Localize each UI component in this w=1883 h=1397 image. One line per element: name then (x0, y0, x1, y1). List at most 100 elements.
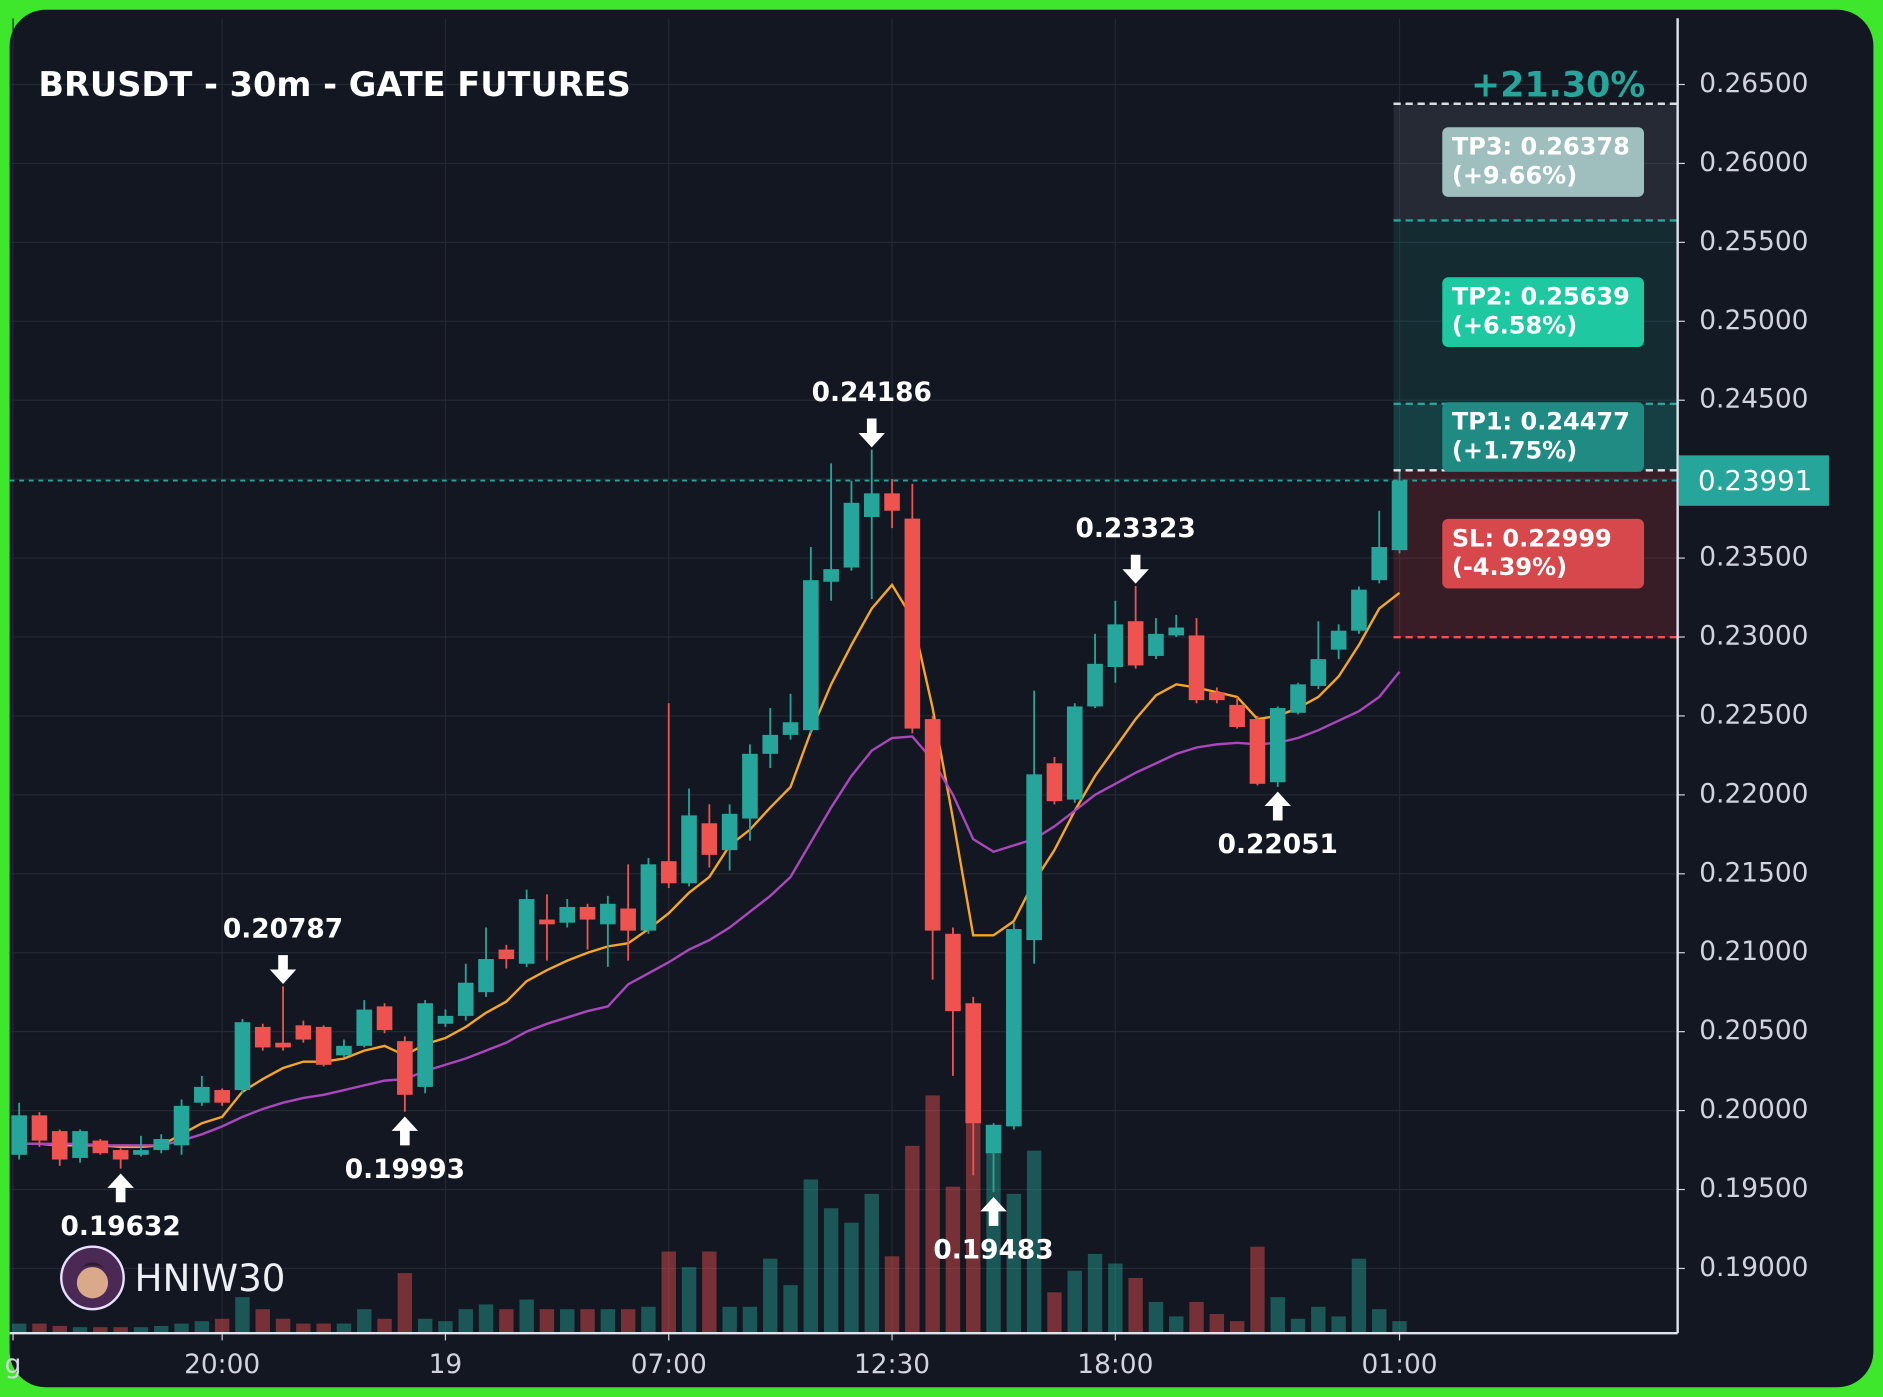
candle-body (275, 1042, 291, 1048)
candle-body (1026, 774, 1042, 941)
candle-body (518, 899, 535, 964)
y-tick-label: 0.19500 (1699, 1173, 1808, 1204)
low-label: 0.19632 (61, 1211, 181, 1242)
x-tick-label: g (5, 1349, 22, 1380)
candle-body (1269, 708, 1286, 783)
ema-line (19, 670, 1401, 1147)
y-tick-label: 0.19000 (1699, 1252, 1808, 1283)
candle-body (1290, 684, 1306, 713)
candle-body (72, 1131, 88, 1158)
price-tag (1678, 455, 1829, 506)
x-tick-label: 07:00 (631, 1349, 707, 1380)
y-tick-label: 0.21000 (1699, 936, 1808, 967)
volume-bar (702, 1251, 717, 1334)
volume-bar (194, 1321, 210, 1334)
candle-body (457, 982, 474, 1016)
y-tick-label: 0.20500 (1699, 1015, 1808, 1046)
volume-bar (600, 1309, 616, 1334)
sl-label: SL: 0.22999 (1452, 524, 1612, 552)
volume-bar (844, 1222, 859, 1334)
volume-bar (316, 1323, 331, 1334)
candle-body (843, 502, 860, 568)
volume-bar (1189, 1301, 1204, 1334)
volume-bar (1229, 1321, 1245, 1334)
tp1-box (1442, 402, 1645, 472)
volume-bar (519, 1299, 534, 1334)
tp3-box (1442, 127, 1645, 197)
volume-bar (133, 1327, 149, 1334)
candle-body (660, 861, 677, 884)
candle-body (600, 903, 616, 925)
volume-bar (1209, 1313, 1225, 1334)
tp1-pct: (+1.75%) (1452, 436, 1577, 464)
volume-bar (1290, 1318, 1306, 1334)
volume-bar (1311, 1306, 1326, 1334)
x-tick-label: 19 (429, 1349, 463, 1380)
volume-bar (1067, 1270, 1082, 1334)
candle-body (234, 1022, 251, 1091)
y-tick-label: 0.23500 (1699, 542, 1808, 573)
candle-body (985, 1124, 1002, 1154)
y-tick-label: 0.25500 (1699, 226, 1808, 257)
candle-body (376, 1006, 393, 1031)
volume-bar (1026, 1150, 1042, 1334)
high-label: 0.24186 (812, 377, 932, 408)
y-tick-label: 0.22000 (1699, 778, 1808, 809)
volume-bar (154, 1325, 169, 1334)
candle-body (1168, 627, 1185, 636)
low-label: 0.22051 (1218, 829, 1338, 860)
volume-bar (1006, 1193, 1022, 1334)
candle-body (31, 1115, 48, 1141)
volume-bar (458, 1309, 473, 1334)
low-label: 0.19483 (933, 1235, 1053, 1266)
sl-box (1442, 518, 1645, 589)
candle-body (1188, 635, 1205, 701)
arrow-up (980, 1197, 1007, 1226)
volume-bar (681, 1267, 697, 1334)
candle-body (11, 1115, 27, 1155)
volume-bar (1169, 1316, 1184, 1334)
candle-body (1127, 621, 1144, 666)
volume-bar (438, 1321, 453, 1334)
candle-body (112, 1150, 129, 1160)
volume-bar (641, 1306, 656, 1334)
arrow-down (858, 418, 885, 448)
volume-bar (377, 1318, 392, 1334)
y-tick-label: 0.24500 (1699, 384, 1808, 415)
tp2-pct: (+6.58%) (1452, 312, 1577, 340)
volume-bar (1270, 1297, 1285, 1334)
volume-bar (235, 1297, 250, 1334)
volume-bar (661, 1251, 676, 1334)
volume-bar (1351, 1258, 1367, 1334)
y-tick-label: 0.22500 (1699, 699, 1808, 730)
tp3-label: TP3: 0.26378 (1452, 133, 1630, 161)
candle-body (965, 1003, 982, 1124)
candle-body (356, 1009, 373, 1046)
volume-bar (742, 1306, 758, 1334)
candle-body (1046, 763, 1063, 802)
arrow-up (107, 1173, 134, 1203)
x-tick-label: 20:00 (184, 1349, 260, 1380)
volume-bar (357, 1309, 372, 1334)
volume-bar (1250, 1246, 1265, 1334)
volume-bar (72, 1327, 88, 1334)
y-tick-label: 0.23000 (1699, 621, 1808, 652)
volume-bar (113, 1327, 128, 1334)
candle-body (315, 1026, 332, 1065)
low-label: 0.19993 (345, 1154, 465, 1185)
candle-body (295, 1025, 312, 1040)
watermark: HNIW30 (135, 1256, 286, 1300)
x-tick-label: 01:00 (1361, 1349, 1437, 1380)
volume-bar (11, 1323, 27, 1334)
volume-bar (296, 1323, 311, 1334)
volume-bar (93, 1327, 108, 1334)
y-tick-label: 0.20000 (1699, 1094, 1808, 1125)
candle-body (133, 1150, 149, 1155)
volume-bar (803, 1179, 819, 1334)
volume-bar (255, 1309, 270, 1334)
candle-body (945, 933, 961, 1012)
candle-body (620, 908, 636, 931)
volume-bar (1372, 1309, 1387, 1334)
